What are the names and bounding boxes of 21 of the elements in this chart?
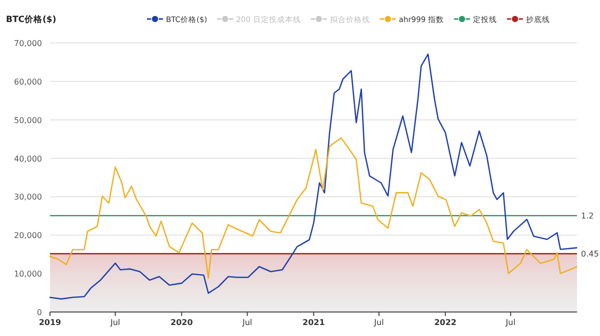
y-axis-title: BTC价格($) bbox=[6, 14, 56, 25]
y-tick-label: 40,000 bbox=[14, 154, 42, 164]
x-tick-label: Jul bbox=[109, 318, 120, 327]
x-tick-label: Jul bbox=[504, 318, 516, 327]
x-tick-label: 2020 bbox=[170, 318, 194, 327]
y2-tick-label: 0.45 bbox=[581, 250, 599, 259]
y-tick-label: 0 bbox=[36, 308, 42, 317]
line-series bbox=[49, 53, 578, 300]
x-tick-label: Jul bbox=[241, 318, 252, 327]
x-tick-label: 2021 bbox=[302, 318, 326, 327]
y-tick-label: 50,000 bbox=[14, 116, 42, 125]
y-tick-label: 30,000 bbox=[14, 192, 42, 202]
y-tick-label: 60,000 bbox=[14, 77, 42, 86]
x-tick-label: 2022 bbox=[434, 318, 456, 327]
y-tick-label: 70,000 bbox=[14, 39, 42, 48]
y-tick-label: 20,000 bbox=[14, 231, 42, 240]
line-series bbox=[49, 137, 578, 279]
x-tick-label: 2019 bbox=[38, 318, 62, 327]
y-tick-label: 10,000 bbox=[14, 270, 42, 279]
y2-tick-label: 1.2 bbox=[581, 212, 594, 221]
x-tick-label: Jul bbox=[373, 318, 384, 327]
